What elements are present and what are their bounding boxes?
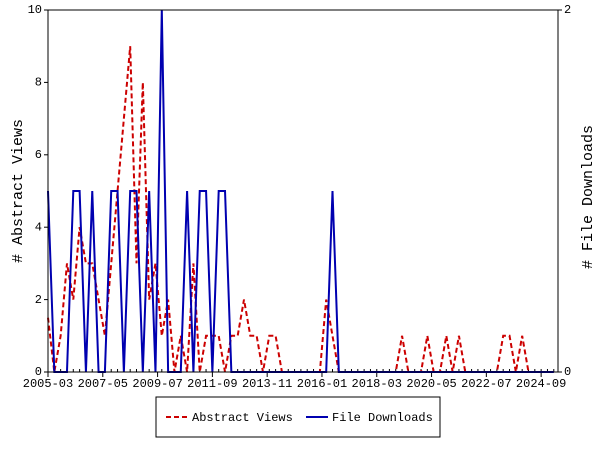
x-tick-label: 2013-11: [242, 377, 292, 391]
plot-frame: [47, 9, 559, 373]
x-tick-label: 2011-09: [187, 377, 237, 391]
legend-box: [155, 396, 441, 438]
x-tick-label: 2024-09: [516, 377, 566, 391]
y-tick-label: 6: [35, 148, 42, 162]
y-tick-label: 8: [35, 76, 42, 90]
y-tick-label: 10: [28, 3, 42, 17]
y2-tick-label: 0: [564, 365, 571, 379]
legend-label: Abstract Views: [192, 411, 293, 425]
x-tick-label: 2016-01: [297, 377, 347, 391]
x-tick-label: 2022-07: [461, 377, 511, 391]
y-axis-label: # Abstract Views: [10, 119, 27, 263]
y-tick-label: 4: [35, 220, 42, 234]
y2-axis-label: # File Downloads: [580, 125, 597, 269]
x-tick-label: 2009-07: [132, 377, 182, 391]
y-tick-label: 2: [35, 293, 42, 307]
x-tick-label: 2018-03: [352, 377, 402, 391]
x-tick-label: 2020-05: [406, 377, 456, 391]
y-tick-label: 0: [35, 365, 42, 379]
y2-tick-label: 2: [564, 3, 571, 17]
x-tick-label: 2007-05: [78, 377, 128, 391]
legend-label: File Downloads: [332, 411, 433, 425]
x-tick-label: 2005-03: [23, 377, 73, 391]
